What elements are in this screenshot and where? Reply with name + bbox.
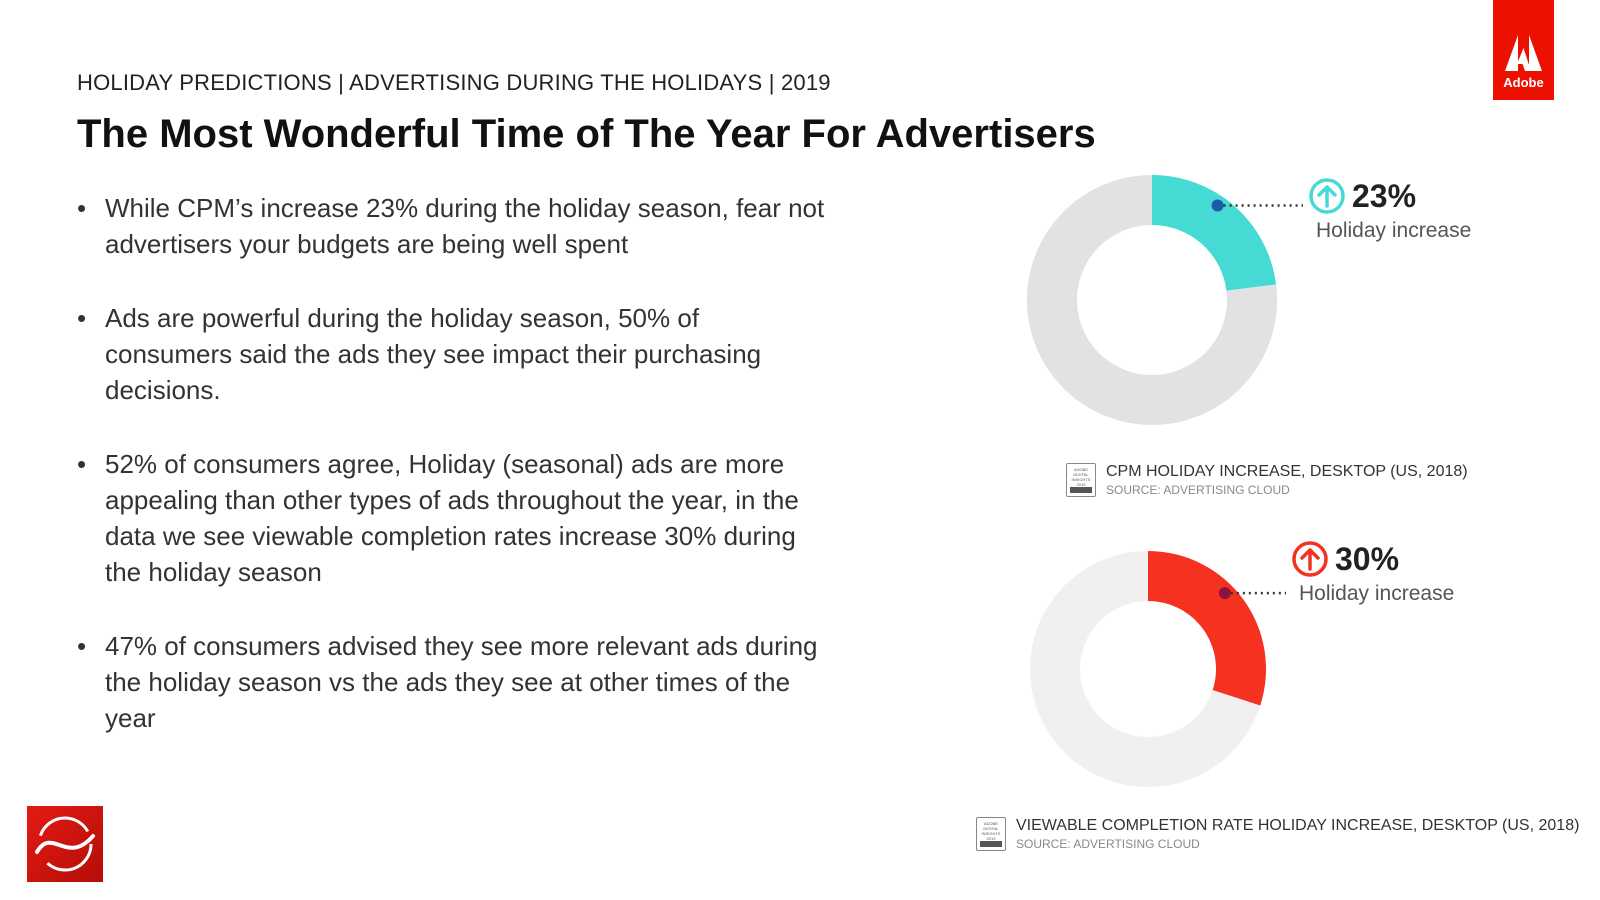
chart-1-source: SOURCE: ADVERTISING CLOUD xyxy=(1106,483,1290,497)
adobe-digital-insights-badge: ADOBE DIGITAL INSIGHTS 2019 xyxy=(976,817,1006,851)
donut-2-marker-dot xyxy=(1218,587,1231,600)
bullet-list: While CPM’s increase 23% during the holi… xyxy=(77,190,827,774)
chart-1-title: CPM HOLIDAY INCREASE, DESKTOP (US, 2018) xyxy=(1106,463,1468,480)
chart-2-sublabel: Holiday increase xyxy=(1299,582,1455,605)
adobe-logo: Adobe xyxy=(1493,0,1554,100)
callout-chart-1: 23% Holiday increase xyxy=(1308,177,1471,243)
chart-1-value-label: 23% xyxy=(1352,177,1417,214)
donut-2-remainder-slice xyxy=(1029,551,1261,788)
chart-2-title: VIEWABLE COMPLETION RATE HOLIDAY INCREAS… xyxy=(1016,817,1580,834)
donut-2-value-slice xyxy=(1148,551,1266,706)
arrow-up-circle-icon xyxy=(1292,541,1328,577)
donut-1-marker-dot xyxy=(1211,199,1224,212)
bullet-item: While CPM’s increase 23% during the holi… xyxy=(77,190,827,262)
adobe-a-icon xyxy=(1505,35,1542,71)
bullet-item: 52% of consumers agree, Holiday (seasona… xyxy=(77,446,827,590)
donut-1-value-slice xyxy=(1152,175,1277,291)
chart-2-source: SOURCE: ADVERTISING CLOUD xyxy=(1016,837,1200,851)
bullet-item: Ads are powerful during the holiday seas… xyxy=(77,300,827,408)
page-title: The Most Wonderful Time of The Year For … xyxy=(77,112,1096,156)
chart-1-caption: ADOBE DIGITAL INSIGHTS 2019 CPM HOLIDAY … xyxy=(1066,463,1468,497)
donut-1-remainder-slice xyxy=(1027,175,1277,425)
arrow-up-circle-icon xyxy=(1309,178,1345,214)
chart-1-sublabel: Holiday increase xyxy=(1316,219,1472,242)
chart-2-caption: ADOBE DIGITAL INSIGHTS 2019 VIEWABLE COM… xyxy=(976,817,1579,851)
adobe-swoosh-logo-icon xyxy=(27,806,103,882)
chart-2-value-label: 30% xyxy=(1335,540,1400,577)
section-header: HOLIDAY PREDICTIONS | ADVERTISING DURING… xyxy=(77,70,831,95)
adobe-wordmark: Adobe xyxy=(1503,75,1544,90)
adobe-digital-insights-badge: ADOBE DIGITAL INSIGHTS 2019 xyxy=(1066,463,1096,497)
bullet-item: 47% of consumers advised they see more r… xyxy=(77,628,827,736)
callout-chart-2: 30% Holiday increase xyxy=(1291,540,1454,606)
